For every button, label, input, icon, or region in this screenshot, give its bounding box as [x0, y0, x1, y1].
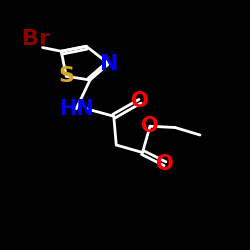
Text: O: O [131, 91, 149, 111]
Text: O: O [156, 154, 174, 174]
Text: HN: HN [59, 99, 94, 119]
Text: Br: Br [22, 29, 50, 49]
Text: S: S [58, 66, 74, 86]
Text: N: N [100, 54, 118, 74]
Text: O: O [141, 116, 159, 136]
